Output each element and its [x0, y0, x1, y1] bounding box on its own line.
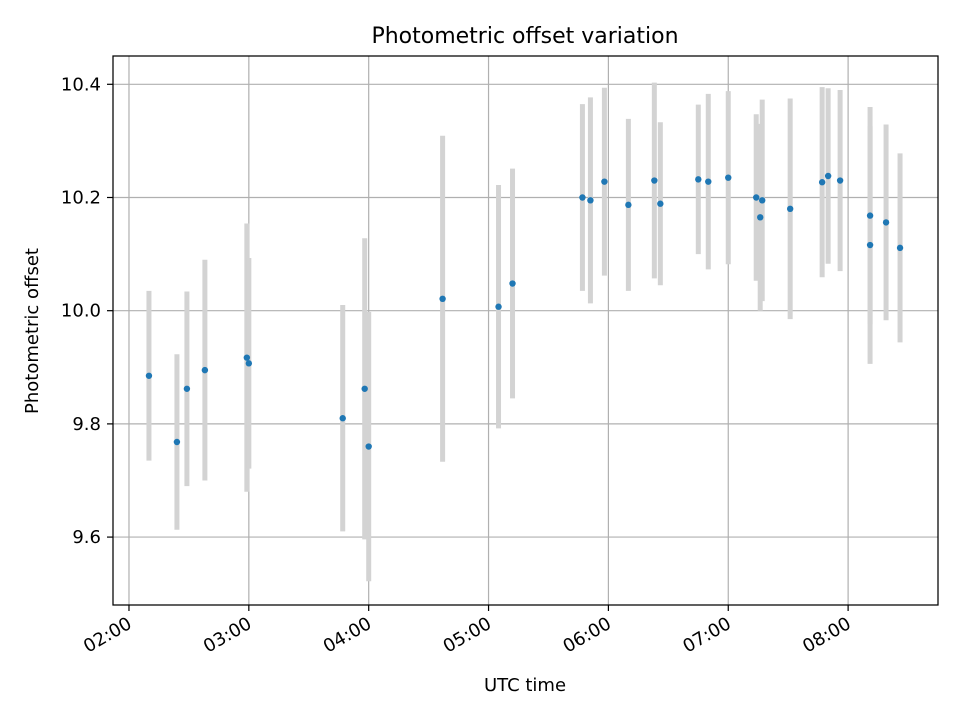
- y-axis-label: Photometric offset: [22, 248, 43, 414]
- y-tick-label: 10.2: [61, 187, 101, 208]
- data-point: [725, 174, 732, 181]
- data-point: [651, 177, 658, 184]
- data-point: [866, 212, 874, 219]
- data-point: [753, 194, 760, 201]
- data-point: [439, 295, 446, 303]
- y-tick-label: 10.0: [61, 301, 101, 322]
- plot-frame: [112, 55, 939, 606]
- y-tick-label: 9.6: [72, 527, 101, 548]
- chart-title: Photometric offset variation: [371, 24, 678, 49]
- x-axis-label: UTC time: [484, 675, 566, 696]
- data-point: [601, 178, 608, 185]
- data-point: [824, 172, 832, 180]
- data-point: [695, 176, 702, 183]
- data-point: [509, 280, 516, 287]
- y-tick-label: 10.4: [61, 74, 101, 95]
- data-point: [365, 443, 372, 450]
- data-point: [705, 178, 712, 185]
- data-point: [245, 360, 253, 367]
- data-point: [757, 214, 764, 221]
- data-point: [786, 205, 794, 213]
- data-point: [866, 241, 874, 249]
- y-tick-label: 9.8: [72, 414, 101, 435]
- data-point: [759, 197, 766, 204]
- data-point: [495, 303, 502, 310]
- data-point: [173, 438, 181, 446]
- data-point: [579, 194, 586, 201]
- data-point: [201, 366, 209, 374]
- data-point: [657, 200, 664, 207]
- data-points: [145, 172, 904, 450]
- data-point: [836, 177, 844, 184]
- data-point: [361, 385, 368, 392]
- data-point: [145, 372, 153, 379]
- data-point: [896, 244, 904, 252]
- data-point: [587, 197, 594, 204]
- data-point: [625, 201, 632, 209]
- data-point: [339, 415, 346, 422]
- data-point: [818, 179, 826, 186]
- y-axis-ticks: 9.6 9.8 10.0 10.2 10.4: [61, 74, 113, 548]
- data-point: [183, 385, 191, 392]
- data-point: [882, 219, 890, 226]
- data-point: [243, 354, 251, 361]
